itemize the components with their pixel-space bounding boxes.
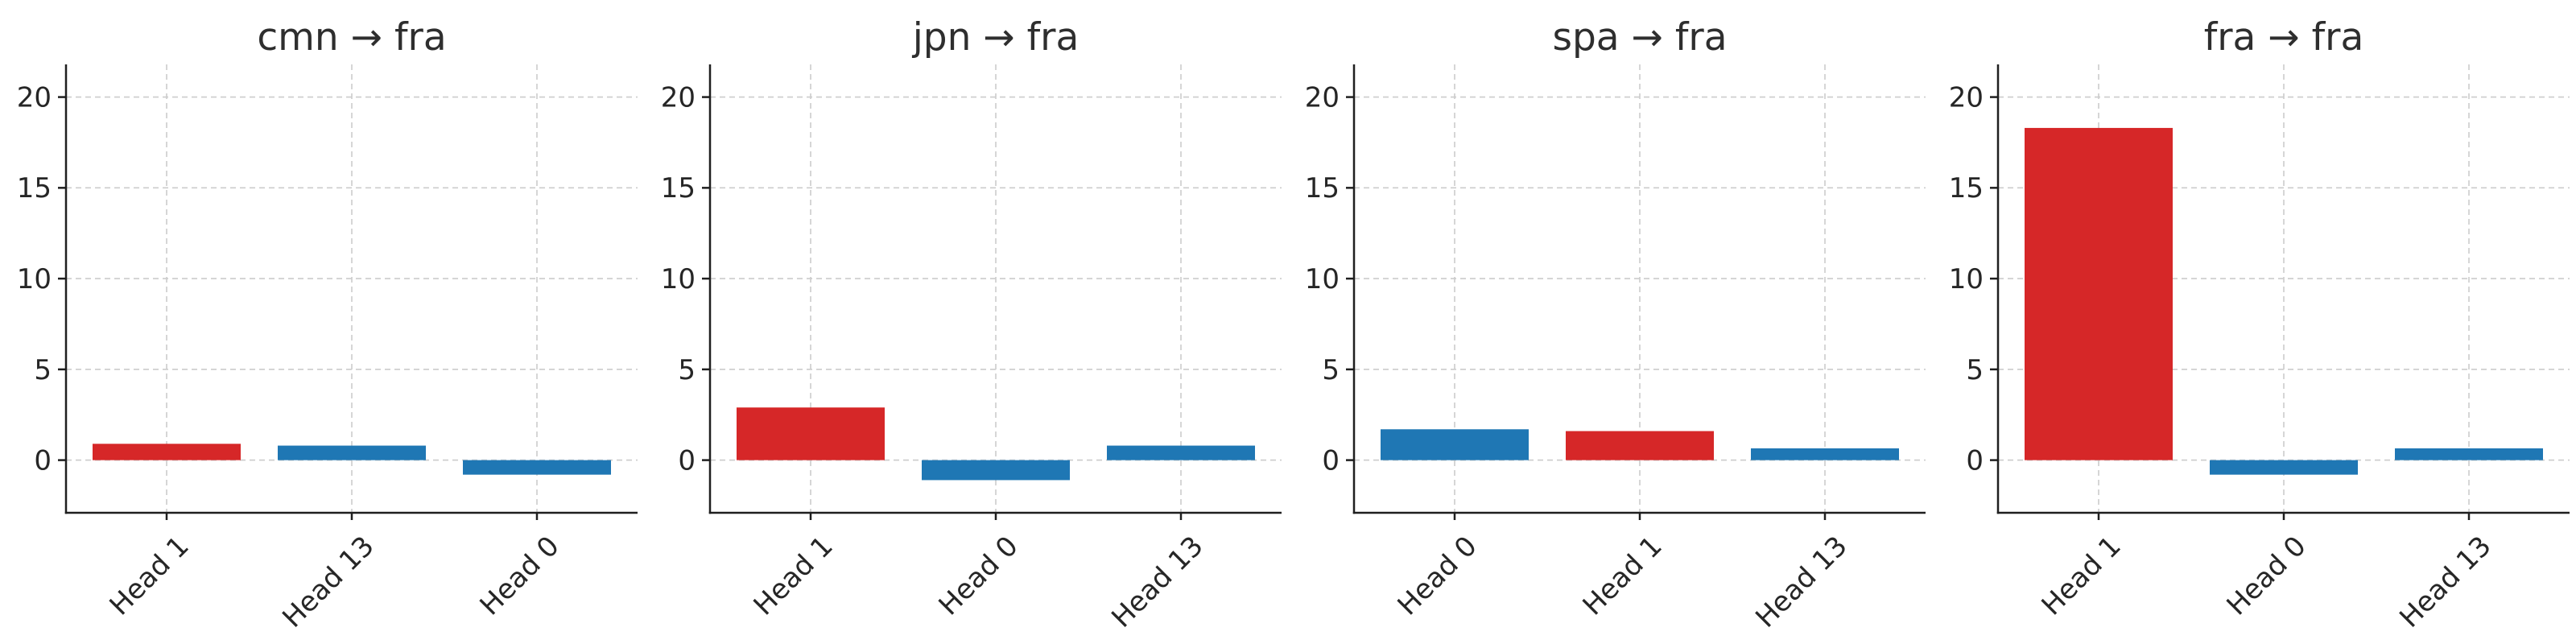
y-tick-label: 5 bbox=[678, 354, 696, 386]
y-tick-label: 15 bbox=[17, 172, 52, 204]
chart-cmn-to-fra: 0 5 10 15 20 Head 1 Head 13 Head 0 cmn → fra bbox=[0, 0, 644, 644]
y-tick-label: 15 bbox=[1949, 172, 1984, 204]
x-tick-label: Head 13 bbox=[2393, 530, 2497, 634]
bar-head-13 bbox=[278, 445, 426, 460]
y-tick-label: 0 bbox=[678, 445, 696, 477]
chart-title: jpn → fra bbox=[912, 15, 1080, 60]
chart-title: cmn → fra bbox=[257, 15, 446, 60]
y-tick-label: 20 bbox=[661, 81, 696, 114]
bar-head-0 bbox=[1381, 429, 1529, 460]
y-tick-label: 10 bbox=[1305, 263, 1340, 295]
y-tick-label: 5 bbox=[1966, 354, 1984, 386]
y-tick-label: 15 bbox=[1305, 172, 1340, 204]
y-tick-label: 15 bbox=[661, 172, 696, 204]
x-tick-label: Head 0 bbox=[474, 530, 566, 621]
x-tick-label: Head 0 bbox=[1392, 530, 1484, 621]
x-tick-label: Head 13 bbox=[276, 530, 380, 634]
y-tick-label: 5 bbox=[1322, 354, 1340, 386]
bar-head-0 bbox=[2210, 460, 2358, 475]
chart-title: spa → fra bbox=[1552, 15, 1727, 60]
x-tick-label: Head 1 bbox=[748, 530, 840, 621]
bar-head-1 bbox=[1566, 431, 1714, 460]
chart-canvas: 0 5 10 15 20 Head 1 Head 13 Head 0 cmn → fra bbox=[17, 15, 638, 634]
bar-head-13 bbox=[1107, 445, 1255, 460]
bar-head-1 bbox=[2025, 127, 2173, 460]
bar-head-1 bbox=[737, 407, 885, 460]
y-tick-label: 10 bbox=[1949, 263, 1984, 295]
y-tick-label: 0 bbox=[1322, 445, 1340, 477]
x-tick-label: Head 13 bbox=[1105, 530, 1209, 634]
chart-spa-to-fra: 0 5 10 15 20 Head 0 Head 1 Head 13 spa → fra bbox=[1288, 0, 1932, 644]
chart-canvas: 0 5 10 15 20 Head 1 Head 0 Head 13 fra → fra bbox=[1949, 15, 2570, 634]
x-tick-label: Head 1 bbox=[1577, 530, 1669, 621]
chart-jpn-to-fra: 0 5 10 15 20 Head 1 Head 0 Head 13 jpn → fra bbox=[644, 0, 1288, 644]
y-tick-label: 0 bbox=[34, 445, 52, 477]
y-tick-label: 10 bbox=[17, 263, 52, 295]
x-tick-label: Head 1 bbox=[2036, 530, 2128, 621]
chart-title: fra → fra bbox=[2204, 15, 2364, 60]
bar-head-0 bbox=[922, 460, 1070, 481]
x-tick-label: Head 0 bbox=[2221, 530, 2313, 621]
x-tick-label: Head 1 bbox=[104, 530, 196, 621]
x-tick-label: Head 13 bbox=[1749, 530, 1853, 634]
y-tick-label: 20 bbox=[17, 81, 52, 114]
chart-canvas: 0 5 10 15 20 Head 0 Head 1 Head 13 spa → fra bbox=[1305, 15, 1926, 634]
y-tick-label: 20 bbox=[1949, 81, 1984, 114]
bar-head-1 bbox=[93, 444, 241, 460]
y-tick-label: 20 bbox=[1305, 81, 1340, 114]
y-tick-label: 10 bbox=[661, 263, 696, 295]
x-tick-label: Head 0 bbox=[933, 530, 1025, 621]
chart-canvas: 0 5 10 15 20 Head 1 Head 0 Head 13 jpn → fra bbox=[661, 15, 1282, 634]
bar-head-0 bbox=[463, 460, 611, 475]
y-tick-label: 5 bbox=[34, 354, 52, 386]
bar-head-13 bbox=[1751, 448, 1899, 460]
bar-head-13 bbox=[2395, 448, 2543, 460]
chart-fra-to-fra: 0 5 10 15 20 Head 1 Head 0 Head 13 fra → fra bbox=[1932, 0, 2576, 644]
y-tick-label: 0 bbox=[1966, 445, 1984, 477]
